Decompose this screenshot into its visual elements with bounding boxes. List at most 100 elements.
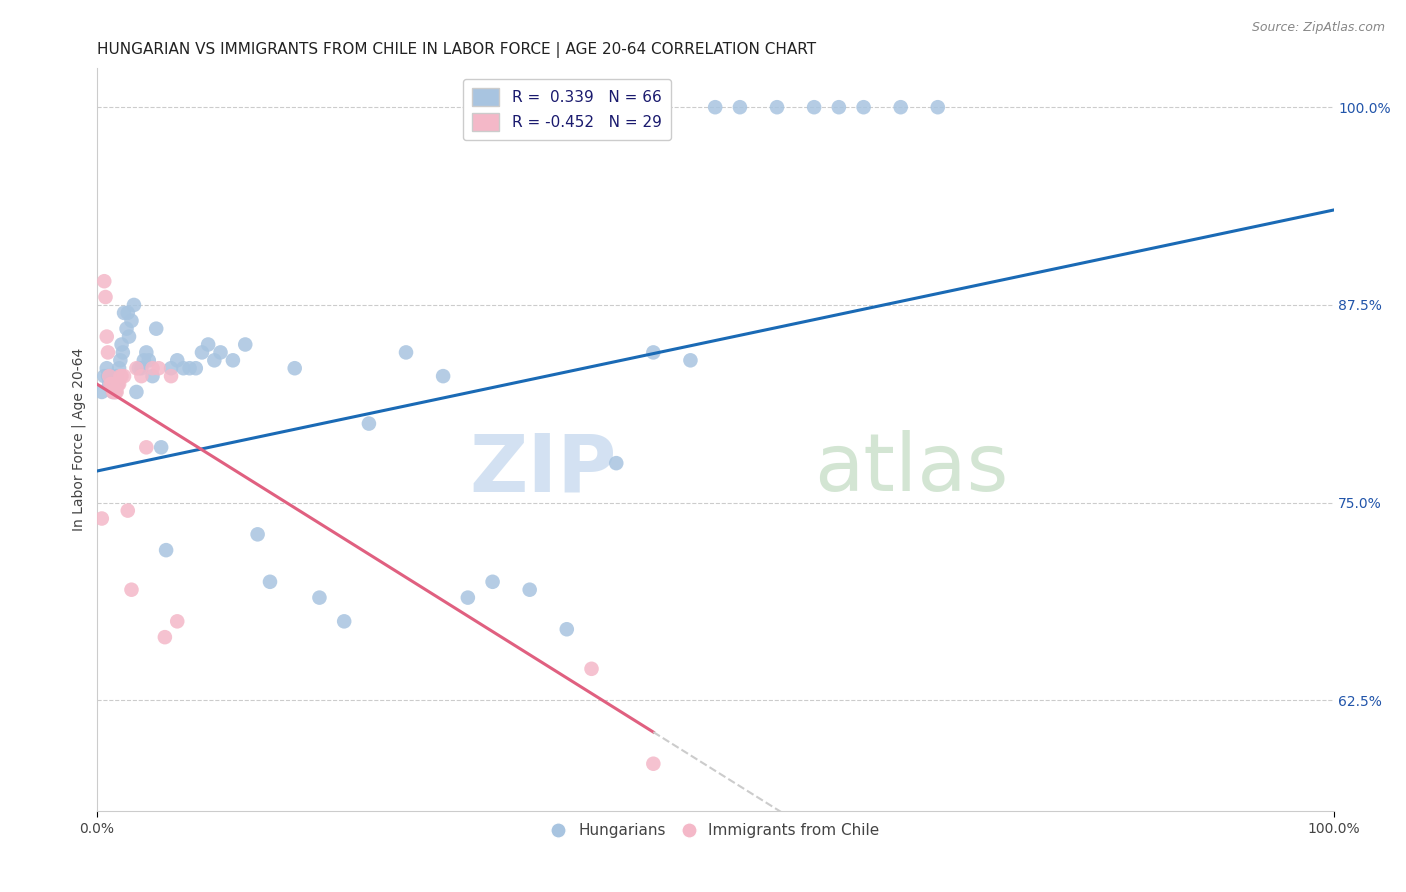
Point	[852, 100, 875, 114]
Point	[457, 591, 479, 605]
Point	[581, 662, 603, 676]
Point	[184, 361, 207, 376]
Point	[98, 377, 121, 392]
Text: Source: ZipAtlas.com: Source: ZipAtlas.com	[1251, 21, 1385, 34]
Point	[122, 298, 145, 312]
Point	[97, 345, 120, 359]
Point	[105, 369, 128, 384]
Point	[90, 384, 112, 399]
Point	[135, 440, 157, 454]
Point	[131, 361, 153, 376]
Point	[555, 622, 578, 636]
Point	[101, 384, 124, 399]
Point	[110, 337, 132, 351]
Point	[103, 377, 125, 392]
Text: ZIP: ZIP	[470, 430, 616, 508]
Point	[103, 384, 125, 399]
Point	[128, 361, 150, 376]
Point	[125, 361, 148, 376]
Point	[172, 361, 194, 376]
Point	[148, 361, 170, 376]
Point	[108, 377, 131, 392]
Point	[643, 756, 665, 771]
Point	[135, 345, 157, 359]
Y-axis label: In Labor Force | Age 20-64: In Labor Force | Age 20-64	[72, 348, 86, 531]
Point	[246, 527, 269, 541]
Point	[90, 511, 112, 525]
Point	[679, 353, 702, 368]
Point	[100, 377, 122, 392]
Point	[308, 591, 330, 605]
Point	[284, 361, 307, 376]
Point	[519, 582, 541, 597]
Point	[121, 582, 143, 597]
Point	[766, 100, 789, 114]
Point	[101, 384, 124, 399]
Point	[890, 100, 912, 114]
Point	[138, 353, 160, 368]
Point	[117, 503, 139, 517]
Point	[93, 274, 115, 288]
Point	[728, 100, 751, 114]
Point	[155, 543, 177, 558]
Point	[803, 100, 825, 114]
Text: HUNGARIAN VS IMMIGRANTS FROM CHILE IN LABOR FORCE | AGE 20-64 CORRELATION CHART: HUNGARIAN VS IMMIGRANTS FROM CHILE IN LA…	[97, 42, 815, 58]
Point	[104, 384, 127, 399]
Point	[141, 369, 163, 384]
Point	[107, 377, 129, 392]
Point	[395, 345, 418, 359]
Point	[145, 321, 167, 335]
Point	[605, 456, 627, 470]
Point	[166, 353, 188, 368]
Point	[96, 361, 118, 376]
Point	[100, 369, 122, 384]
Point	[98, 369, 121, 384]
Point	[110, 353, 132, 368]
Point	[222, 353, 245, 368]
Point	[209, 345, 232, 359]
Point	[179, 361, 201, 376]
Point	[110, 369, 132, 384]
Point	[105, 384, 128, 399]
Point	[110, 369, 132, 384]
Point	[94, 290, 117, 304]
Point	[93, 369, 115, 384]
Point	[259, 574, 281, 589]
Point	[104, 384, 127, 399]
Text: atlas: atlas	[814, 430, 1008, 508]
Point	[233, 337, 256, 351]
Point	[202, 353, 225, 368]
Point	[927, 100, 949, 114]
Point	[643, 345, 665, 359]
Point	[118, 329, 141, 343]
Point	[100, 377, 122, 392]
Point	[166, 615, 188, 629]
Point	[333, 615, 356, 629]
Point	[121, 314, 143, 328]
Point	[115, 321, 138, 335]
Point	[100, 377, 122, 392]
Point	[111, 345, 134, 359]
Point	[197, 337, 219, 351]
Point	[150, 440, 173, 454]
Point	[97, 369, 120, 384]
Point	[141, 361, 163, 376]
Point	[125, 384, 148, 399]
Point	[153, 630, 176, 644]
Point	[117, 306, 139, 320]
Point	[107, 377, 129, 392]
Point	[828, 100, 851, 114]
Point	[108, 361, 131, 376]
Point	[160, 361, 183, 376]
Point	[131, 369, 153, 384]
Point	[357, 417, 380, 431]
Point	[112, 306, 135, 320]
Point	[112, 369, 135, 384]
Point	[481, 574, 503, 589]
Point	[704, 100, 727, 114]
Point	[132, 353, 155, 368]
Point	[160, 369, 183, 384]
Point	[191, 345, 214, 359]
Point	[96, 329, 118, 343]
Point	[432, 369, 454, 384]
